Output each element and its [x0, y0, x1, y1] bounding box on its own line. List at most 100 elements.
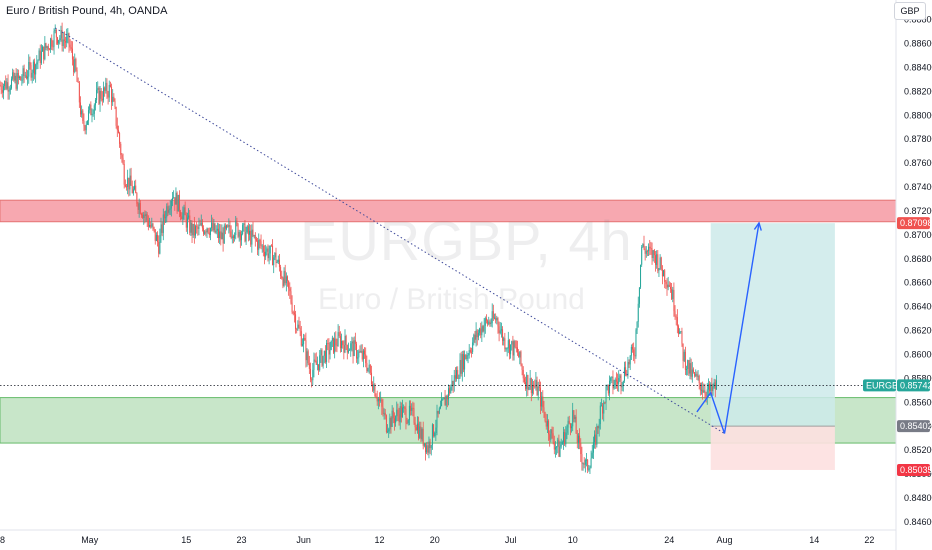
candle — [92, 109, 94, 117]
candle — [258, 233, 260, 256]
candle — [243, 222, 245, 232]
candle — [714, 379, 716, 398]
candle — [679, 328, 681, 335]
candle — [0, 80, 1, 87]
candle — [285, 272, 287, 292]
candle — [604, 401, 606, 405]
candle — [472, 337, 474, 354]
candle — [646, 249, 648, 257]
candle — [369, 364, 371, 376]
candle — [134, 180, 136, 191]
watermark-name: Euro / British Pound — [318, 283, 585, 316]
candle — [560, 438, 562, 449]
candle — [343, 340, 345, 360]
candle — [602, 402, 604, 420]
candle — [649, 239, 651, 256]
candle — [138, 198, 140, 218]
candle — [619, 373, 621, 382]
candle — [659, 254, 661, 271]
candle — [96, 81, 98, 104]
candle — [557, 437, 559, 454]
price-axis[interactable]: 0.888000.886000.884000.882000.880000.878… — [904, 15, 932, 527]
candle — [273, 254, 275, 274]
candle — [178, 190, 180, 218]
candle — [314, 353, 316, 363]
candle — [549, 430, 551, 447]
candle — [606, 384, 608, 391]
candle — [130, 167, 132, 186]
candle — [510, 344, 512, 359]
candle — [4, 80, 6, 91]
candle — [615, 372, 617, 389]
candle — [388, 427, 390, 438]
x-tick-label: 23 — [236, 535, 246, 545]
candle — [354, 332, 356, 351]
currency-button[interactable]: GBP — [894, 2, 926, 20]
candle — [462, 350, 464, 373]
candle — [165, 210, 167, 223]
candle — [83, 113, 85, 132]
candle — [2, 83, 4, 100]
candle — [675, 314, 677, 326]
candle — [185, 212, 187, 232]
candle — [600, 398, 602, 407]
candle — [129, 168, 131, 196]
candle — [163, 211, 165, 225]
candle — [204, 230, 206, 236]
candle — [346, 344, 348, 360]
candle — [158, 235, 160, 258]
candle — [326, 339, 328, 369]
candle — [525, 376, 527, 391]
candle — [31, 69, 33, 84]
candle — [633, 342, 635, 362]
candle — [564, 429, 566, 446]
candle — [534, 379, 536, 389]
candle — [349, 348, 351, 351]
projection-arrowhead — [753, 221, 762, 231]
candle — [678, 324, 679, 338]
candle — [283, 267, 285, 288]
candle — [242, 222, 244, 236]
candle — [520, 350, 522, 367]
candle — [507, 331, 509, 353]
candle — [337, 324, 339, 347]
candle — [398, 407, 400, 426]
stop-price-badge: 0.85035 — [897, 463, 932, 476]
candle — [308, 355, 310, 375]
x-tick-label: 10 — [568, 535, 578, 545]
candle — [391, 405, 393, 427]
overlays — [0, 27, 896, 434]
candle — [339, 331, 341, 353]
candle — [218, 223, 219, 243]
candle — [71, 41, 73, 66]
candle — [86, 120, 88, 126]
candle — [111, 83, 113, 110]
candle — [418, 416, 420, 441]
candle — [450, 384, 452, 394]
candle — [597, 425, 599, 435]
candle — [406, 417, 408, 425]
candle — [207, 227, 209, 234]
candle — [421, 427, 423, 442]
candle — [147, 215, 149, 231]
candle — [500, 322, 502, 338]
candle — [214, 222, 216, 234]
candle — [499, 322, 501, 335]
candle — [467, 353, 469, 364]
target-price-label: 0.87098 — [900, 218, 932, 228]
candle — [667, 276, 669, 291]
candle — [705, 391, 707, 403]
candle — [166, 203, 168, 223]
candle — [387, 424, 389, 434]
candle — [367, 367, 369, 373]
candle — [234, 232, 236, 242]
candle — [189, 209, 191, 236]
time-axis[interactable]: 18 May 15 23 Jun 12 20 Jul 10 24 Aug 14 22 — [0, 535, 874, 545]
candle — [81, 105, 83, 118]
candle — [451, 374, 453, 391]
x-tick-label: Aug — [716, 535, 732, 545]
candle — [154, 229, 156, 245]
candle — [617, 373, 619, 392]
candle — [201, 219, 203, 232]
